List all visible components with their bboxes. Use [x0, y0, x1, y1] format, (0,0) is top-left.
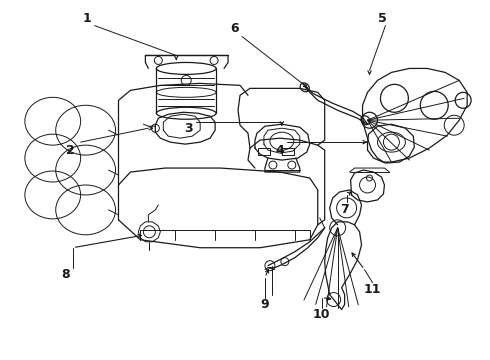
Text: 10: 10 [313, 308, 330, 321]
Text: 8: 8 [61, 268, 70, 281]
Text: 9: 9 [261, 298, 269, 311]
Text: 1: 1 [82, 12, 91, 25]
Text: 2: 2 [66, 144, 75, 157]
Text: 11: 11 [364, 283, 381, 296]
Text: 5: 5 [378, 12, 387, 25]
Text: 4: 4 [275, 144, 284, 157]
Text: 3: 3 [184, 122, 193, 135]
Text: 6: 6 [231, 22, 239, 35]
Text: 7: 7 [340, 203, 349, 216]
